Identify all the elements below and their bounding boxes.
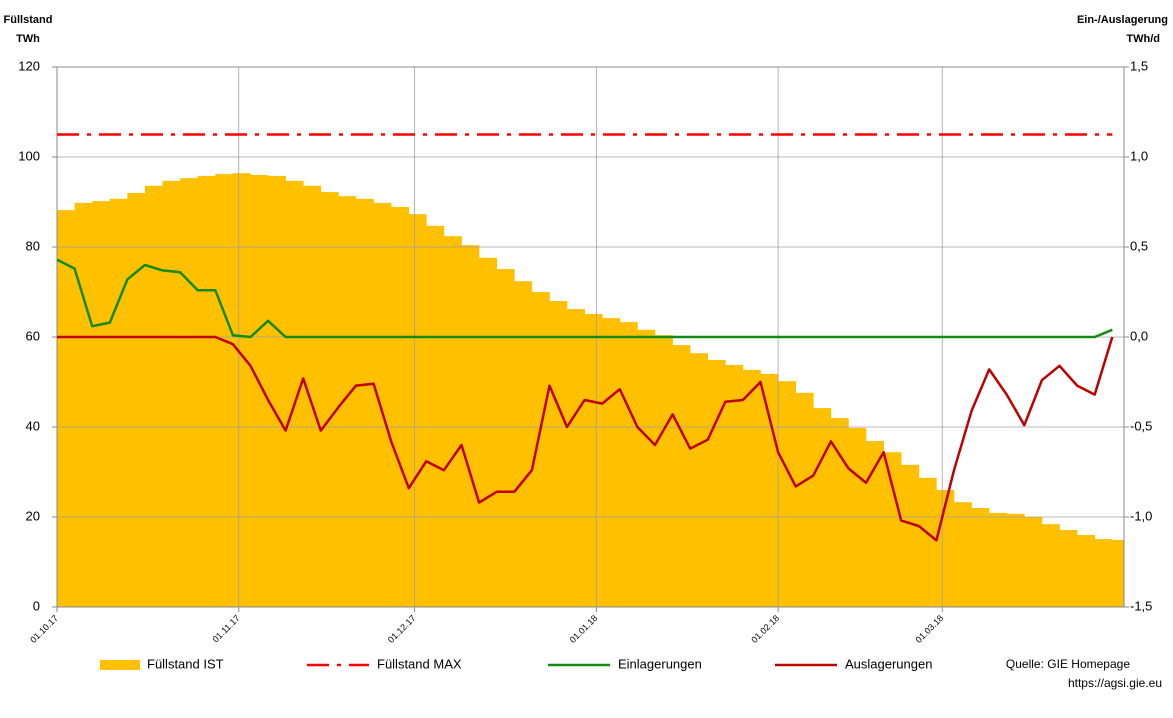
bar	[320, 192, 339, 607]
y-tick-label: 0	[33, 598, 40, 613]
bar	[391, 206, 410, 607]
y2-tick-label: -1,5	[1130, 598, 1152, 613]
y2-axis-title: Ein-/Auslagerung	[1077, 14, 1168, 26]
bar	[373, 202, 392, 607]
x-tick-label: 01.03.18	[913, 613, 945, 645]
bar	[250, 175, 269, 607]
bar	[549, 301, 568, 607]
bar	[813, 408, 832, 607]
x-tick-label: 01.01.18	[568, 613, 600, 645]
bar	[74, 202, 93, 607]
bar	[180, 178, 199, 607]
legend-label: Einlagerungen	[618, 656, 702, 671]
x-tick-label: 01.12.17	[386, 613, 418, 645]
x-tick-label: 01.02.18	[749, 613, 781, 645]
bar	[1112, 539, 1125, 607]
legend-label: Füllstand IST	[147, 656, 224, 671]
line	[57, 335, 1114, 542]
bar	[778, 381, 796, 607]
bar	[918, 477, 937, 607]
y2-tick-label: 1,5	[1130, 58, 1148, 73]
y-axis-title: Füllstand	[4, 14, 53, 26]
bar	[461, 245, 480, 607]
bar	[92, 201, 111, 607]
bar	[725, 364, 744, 607]
source-url: https://agsi.gie.eu	[1068, 676, 1162, 690]
y-tick-label: 40	[26, 418, 40, 433]
bar	[654, 335, 673, 607]
legend-label: Auslagerungen	[845, 656, 932, 671]
bar	[127, 193, 146, 607]
bar	[866, 440, 884, 607]
bar	[567, 309, 585, 607]
bar	[602, 318, 621, 607]
y2-axis-title: TWh/d	[1126, 33, 1160, 45]
bar	[690, 353, 709, 607]
bar	[901, 464, 920, 607]
y-tick-label: 120	[18, 58, 40, 73]
bar	[355, 198, 374, 607]
y-tick-label: 60	[26, 328, 40, 343]
bar	[496, 269, 515, 607]
bar	[144, 185, 163, 608]
y-tick-label: 20	[26, 508, 40, 523]
bar	[426, 225, 445, 607]
bar	[760, 373, 779, 607]
bar	[1059, 530, 1078, 607]
bar	[285, 180, 304, 607]
bar-group	[57, 173, 1125, 608]
y2-tick-label: 1,0	[1130, 148, 1148, 163]
bar	[584, 314, 603, 607]
legend-label: Füllstand MAX	[377, 656, 462, 671]
y2-tick-label: -1,0	[1130, 508, 1152, 523]
bar	[215, 174, 234, 607]
bar	[971, 508, 990, 607]
bar	[408, 214, 427, 607]
bar	[1006, 513, 1025, 607]
bar	[162, 180, 181, 607]
bar	[443, 236, 462, 607]
bar	[514, 281, 533, 607]
bar	[303, 185, 322, 608]
x-tick-label: 01.11.17	[210, 613, 241, 644]
bar	[883, 452, 902, 607]
y2-tick-label: 0,5	[1130, 238, 1148, 253]
bar	[795, 392, 814, 607]
bar	[57, 210, 75, 607]
bar	[1024, 517, 1043, 607]
y2-tick-label: -0,5	[1130, 418, 1152, 433]
bar	[1041, 524, 1060, 607]
bar	[531, 292, 550, 607]
bar	[953, 502, 972, 607]
bar	[742, 369, 761, 607]
bar	[338, 196, 357, 607]
y-tick-label: 80	[26, 238, 40, 253]
bar	[1077, 535, 1095, 607]
line	[56, 258, 1113, 339]
bar	[197, 175, 216, 607]
line-group	[56, 133, 1114, 542]
bar	[637, 329, 656, 607]
bar	[672, 345, 691, 607]
bar	[268, 175, 286, 607]
x-tick-label: 01.10.17	[28, 613, 60, 645]
bar	[109, 198, 128, 607]
bar	[707, 359, 726, 607]
bar	[1094, 539, 1113, 607]
bar	[232, 173, 251, 607]
bar	[848, 427, 867, 607]
y-tick-label: 100	[18, 148, 40, 163]
legend-swatch	[100, 660, 140, 670]
source: Quelle: GIE Homepage	[1006, 657, 1130, 671]
bar	[479, 257, 497, 607]
y2-tick-label: 0,0	[1130, 328, 1148, 343]
bar	[619, 322, 638, 607]
bar	[830, 418, 849, 607]
y-axis-title: TWh	[16, 33, 40, 45]
bar	[989, 512, 1008, 607]
